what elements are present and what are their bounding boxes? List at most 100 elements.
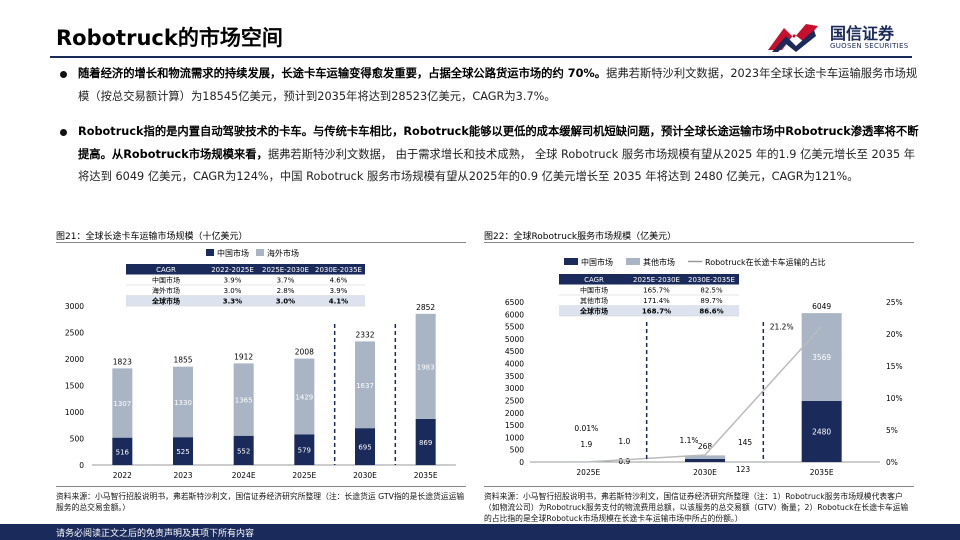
cagr-cell: 4.1%	[329, 298, 348, 306]
legend-label-0: 中国市场	[581, 257, 613, 267]
bar-overseas	[233, 363, 254, 436]
bar-total-label: 268	[698, 442, 713, 451]
bar-total-label: 1855	[173, 356, 192, 365]
cagr-cell: 165.7%	[643, 287, 670, 295]
cagr-cell: 89.7%	[700, 297, 723, 305]
y-tick-label: 2500	[505, 396, 524, 405]
cagr-cell: 168.7%	[642, 308, 671, 316]
cagr-cell: 3.9%	[330, 287, 348, 295]
bar-other	[685, 455, 725, 459]
legend-swatch-0	[564, 258, 578, 265]
cagr-total-row-bg	[559, 305, 739, 316]
share-label: 0.01%	[574, 424, 598, 433]
bar-china	[415, 418, 436, 465]
footer-disclaimer: 请务必阅读正文之后的免责声明及其项下所有内容	[56, 529, 255, 539]
cagr-total-row-bg	[126, 295, 365, 306]
legend-swatch-0	[206, 249, 214, 256]
figure21-top-rule	[56, 242, 466, 243]
cagr-cell: 86.6%	[699, 308, 723, 316]
bar-value-label: 1365	[235, 397, 253, 405]
x-tick-label: 2035E	[810, 468, 834, 477]
bar-china	[801, 400, 842, 462]
y-tick-label: 5000	[505, 335, 524, 344]
cagr-cell: 3.0%	[276, 298, 295, 306]
share-line	[588, 325, 823, 463]
bar-overseas	[415, 313, 436, 419]
cagr-cell: 3.9%	[224, 277, 242, 285]
bar-other	[801, 313, 842, 401]
title-divider	[50, 56, 912, 58]
y-tick-label: 3500	[505, 372, 524, 381]
bullet-dot	[60, 129, 67, 136]
cagr-header-cell	[312, 264, 365, 275]
cagr-header-text: CAGR	[584, 276, 604, 284]
y-tick-label: 6000	[505, 310, 524, 319]
bar-total-label: 2008	[295, 348, 314, 357]
bar-value-label: 1307	[113, 400, 131, 408]
y-tick-label: 4000	[505, 360, 524, 369]
legend-label-2: Robotruck在长途卡车运输的占比	[705, 257, 826, 267]
figure22-top-rule	[484, 242, 914, 243]
bar-total-label: 1912	[234, 352, 253, 361]
y-tick-label: 1500	[505, 421, 524, 430]
bullet-1: 随着经济的增长和物流需求的持续发展，长途卡车运输变得愈发重要，占据全球公路货运市…	[58, 63, 920, 108]
y-tick-label: 3000	[505, 384, 524, 393]
x-tick-label: 2025E	[576, 468, 600, 477]
cagr-header-cell	[126, 264, 206, 275]
logo-text-cn: 国信证券	[830, 24, 895, 43]
cagr-cell: 中国市场	[580, 286, 608, 295]
y2-tick-label: 5%	[886, 426, 898, 435]
legend-swatch-1	[626, 258, 640, 265]
bar-value-label: 123	[736, 465, 751, 474]
cagr-cell: 其他市场	[580, 296, 608, 305]
x-tick-label: 2025E	[292, 471, 316, 480]
cagr-cell: 全球市场	[151, 297, 180, 306]
bar-overseas	[294, 358, 315, 435]
bar-value-label: 552	[237, 447, 250, 455]
bar-value-label: 869	[419, 439, 432, 447]
y-tick-label: 2500	[65, 329, 84, 338]
cagr-header-text: 2030E-2035E	[315, 266, 362, 274]
cagr-header-cell	[629, 274, 684, 285]
cagr-header-cell	[206, 264, 259, 275]
cagr-cell: 2.8%	[277, 287, 295, 295]
y2-tick-label: 20%	[886, 330, 903, 339]
figure22-bottom-rule	[484, 486, 914, 487]
y-tick-label: 1000	[505, 433, 524, 442]
bar-value-label: 1429	[295, 393, 313, 401]
cagr-cell: 3.7%	[277, 277, 295, 285]
bullet-2-plain: 据弗若斯特沙利文数据， 由于需求增长和技术成熟， 全球 Robotruck 服务…	[78, 147, 916, 184]
cagr-header-cell	[559, 274, 629, 285]
footer-bar: 请务必阅读正文之后的免责声明及其项下所有内容	[0, 524, 960, 540]
bar-total-label: 2852	[416, 303, 435, 312]
share-label: 21.2%	[770, 322, 794, 331]
y-tick-label: 1500	[65, 382, 84, 391]
x-tick-label: 2030E	[693, 468, 717, 477]
figure22-title: 图22：全球Robotruck服务市场规模（亿美元）	[484, 232, 677, 242]
bar-china	[685, 458, 725, 462]
y-tick-label: 2000	[65, 355, 84, 364]
y-tick-label: 1000	[65, 408, 84, 417]
guosen-logo: 国信证券 GUOSEN SECURITIES	[764, 18, 924, 58]
cagr-cell: 171.4%	[643, 297, 670, 305]
bar-china	[355, 428, 375, 465]
page-title: Robotruck的市场空间	[56, 26, 283, 50]
bar-total-label: 6049	[812, 302, 831, 311]
cagr-header-text: 2022-2025E	[211, 266, 254, 274]
bar-value-label: 1637	[356, 382, 374, 390]
bullet-1-bold: 随着经济的增长和物流需求的持续发展，长途卡车运输变得愈发重要，占据全球公路货运市…	[78, 67, 607, 80]
y-tick-label: 3000	[65, 302, 84, 311]
legend-label-1: 海外市场	[267, 248, 299, 258]
figure22-source: 资料来源：小马智行招股说明书，弗若斯特沙利文，国信证券经济研究所整理（注：1）R…	[484, 492, 909, 523]
bar-value-label: 2480	[812, 427, 831, 436]
cagr-cell: 3.3%	[223, 298, 242, 306]
bar-china	[112, 437, 133, 465]
y2-tick-label: 25%	[886, 298, 903, 307]
figure21-title: 图21：全球长途卡车运输市场规模（十亿美元）	[56, 232, 248, 242]
y2-tick-label: 15%	[886, 362, 903, 371]
cagr-header-text: 2025E-2030E	[262, 266, 309, 274]
figure21-source: 资料来源：小马智行招股说明书，弗若斯特沙利文，国信证券经济研究所整理（注：长途货…	[56, 492, 465, 512]
y-tick-label: 4500	[505, 347, 524, 356]
y-tick-label: 0	[519, 458, 524, 467]
